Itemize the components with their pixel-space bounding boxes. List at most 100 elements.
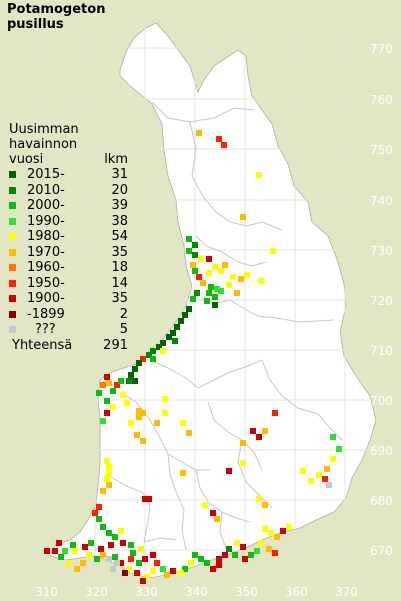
east-label-310: 310 [35, 585, 58, 599]
observation-square-41 [166, 334, 172, 340]
observation-square-51 [132, 378, 138, 384]
observation-square-13 [192, 268, 198, 274]
observation-square-130 [222, 552, 228, 558]
region-border-7 [261, 359, 343, 441]
observation-square-98 [100, 488, 106, 494]
observation-square-146 [126, 566, 132, 572]
observation-square-138 [182, 566, 188, 572]
observation-square-79 [250, 428, 256, 434]
observation-square-111 [96, 516, 102, 522]
observation-square-150 [100, 552, 106, 558]
observation-square-46 [140, 356, 146, 362]
east-label-330: 330 [135, 585, 158, 599]
north-coordinate-labels: 770 760 750 740 730 720 710 700 690 680 670 [370, 42, 393, 558]
observation-square-177 [110, 566, 116, 572]
observation-square-63 [100, 418, 106, 424]
observation-square-67 [106, 380, 112, 386]
observation-square-103 [210, 510, 216, 516]
observation-square-147 [118, 560, 124, 566]
observation-square-136 [192, 552, 198, 558]
legend-header-line2: havainnon [9, 137, 78, 152]
north-label-710: 710 [370, 344, 393, 358]
region-border-14 [143, 537, 177, 543]
region-border-1 [151, 101, 255, 123]
legend-header: Uusimman havainnon vuosi lkm [9, 122, 131, 167]
observation-square-173 [108, 542, 114, 548]
observation-square-179 [128, 556, 134, 562]
observation-square-158 [44, 548, 50, 554]
observation-square-131 [216, 556, 222, 562]
observation-square-77 [162, 410, 168, 416]
legend-item-count: 14 [111, 275, 128, 291]
observation-square-72 [134, 432, 140, 438]
legend-item-label: 2010- [27, 182, 65, 198]
east-coordinate-labels: 310 320 330 340 350 360 370 [35, 585, 358, 599]
observation-square-151 [94, 556, 100, 562]
north-label-730: 730 [370, 244, 393, 258]
observation-square-21 [258, 278, 264, 284]
north-label-750: 750 [370, 143, 393, 157]
region-border-9 [207, 401, 263, 471]
observation-square-45 [146, 352, 152, 358]
observation-square-69 [136, 414, 142, 420]
observation-square-43 [156, 344, 162, 350]
observation-square-143 [144, 574, 150, 580]
observation-square-26 [214, 286, 220, 292]
observation-square-59 [114, 382, 120, 388]
observation-square-2 [216, 136, 222, 142]
observation-square-1 [196, 130, 202, 136]
observation-squares [44, 130, 342, 584]
observation-square-153 [80, 560, 86, 566]
observation-square-175 [226, 546, 232, 552]
observation-square-165 [130, 550, 136, 556]
observation-square-86 [330, 456, 336, 462]
observation-square-135 [198, 556, 204, 562]
observation-square-15 [218, 268, 224, 274]
observation-square-178 [114, 560, 120, 566]
observation-square-11 [190, 262, 196, 268]
observation-square-16 [222, 262, 228, 268]
legend-swatch [9, 171, 16, 178]
observation-square-104 [214, 516, 220, 522]
observation-square-19 [238, 276, 244, 282]
legend-swatch [9, 264, 16, 271]
observation-square-108 [262, 502, 268, 508]
observation-square-80 [256, 434, 262, 440]
observation-square-87 [324, 466, 330, 472]
legend-item-count: 2 [119, 306, 128, 322]
legend-item-label: 1990- [27, 213, 65, 229]
observation-square-9 [192, 252, 198, 258]
observation-square-101 [180, 470, 186, 476]
east-label-320: 320 [85, 585, 108, 599]
observation-square-60 [104, 398, 110, 404]
legend-header-line3: vuosi [9, 152, 44, 167]
observation-square-166 [136, 560, 142, 566]
observation-square-56 [100, 382, 106, 388]
observation-square-89 [322, 476, 328, 482]
observation-square-5 [240, 214, 246, 220]
observation-square-95 [106, 470, 112, 476]
observation-square-52 [150, 356, 156, 362]
observation-square-53 [160, 348, 166, 354]
observation-square-57 [96, 390, 102, 396]
observation-square-167 [142, 556, 148, 562]
observation-square-139 [178, 570, 184, 576]
observation-square-126 [248, 552, 254, 558]
region-border-11 [167, 453, 187, 551]
north-label-770: 770 [370, 42, 393, 56]
observation-square-134 [204, 560, 210, 566]
observation-square-29 [218, 288, 224, 294]
legend-item-count: 18 [111, 260, 128, 275]
observation-square-145 [134, 570, 140, 576]
north-label-700: 700 [370, 394, 393, 408]
legend-row: 2010- 20 [9, 183, 131, 199]
legend-swatch [9, 233, 16, 240]
observation-square-14 [212, 264, 218, 270]
legend-item-label: 1960- [27, 260, 65, 275]
east-label-340: 340 [185, 585, 208, 599]
observation-square-162 [88, 540, 94, 546]
legend-item-count: 5 [119, 322, 128, 337]
observation-square-115 [120, 540, 126, 546]
observation-square-154 [74, 566, 80, 572]
